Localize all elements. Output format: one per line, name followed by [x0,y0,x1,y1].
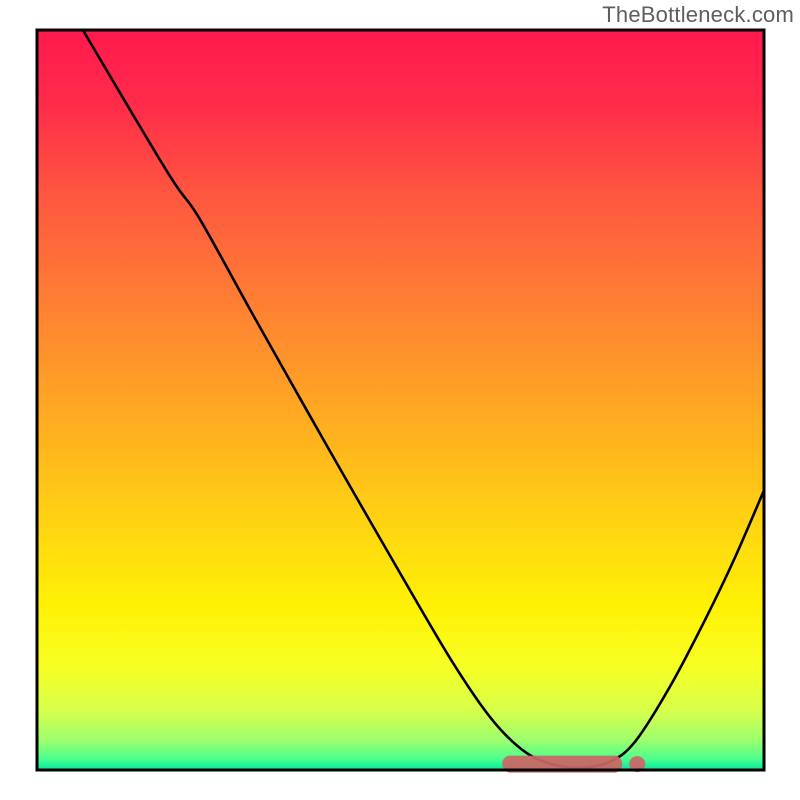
watermark-text: TheBottleneck.com [602,2,794,28]
bottleneck-chart [0,0,800,800]
chart-container: TheBottleneck.com [0,0,800,800]
